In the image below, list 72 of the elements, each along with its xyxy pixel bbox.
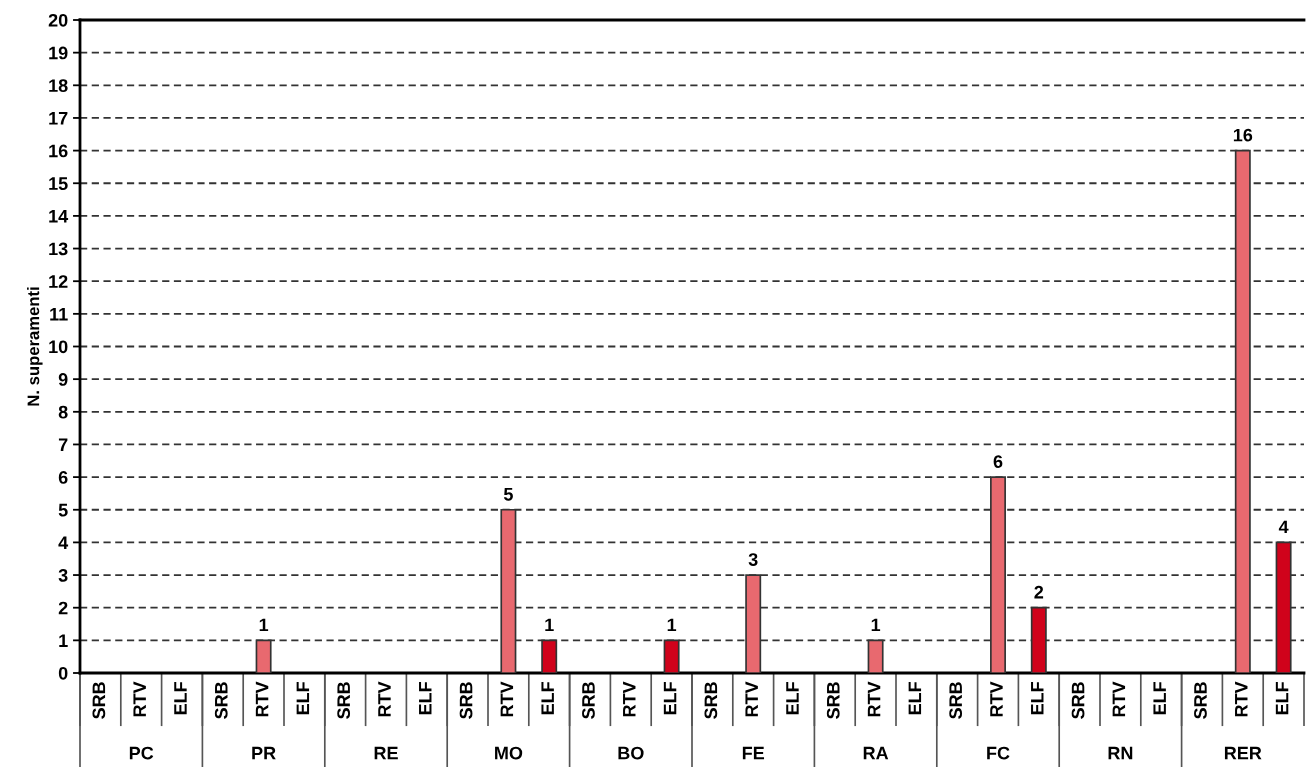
x-tick-label: ELF bbox=[174, 681, 187, 715]
text: MO bbox=[495, 746, 523, 760]
x-tick-label: RTV bbox=[745, 681, 758, 717]
text: PR bbox=[252, 746, 276, 760]
x-tick-label: ELF bbox=[908, 681, 922, 715]
y-tick-label: 14 bbox=[49, 210, 69, 223]
y-tick-label: 4 bbox=[58, 536, 69, 549]
y-tick-label: 19 bbox=[49, 46, 68, 60]
data-label: 1 bbox=[871, 618, 881, 632]
y-tick-label: 2 bbox=[58, 601, 68, 615]
x-tick-label: ELF bbox=[1275, 681, 1289, 715]
data-label: 5 bbox=[503, 488, 513, 501]
y-tick-label: 1 bbox=[59, 634, 68, 647]
data-label: 2 bbox=[1034, 585, 1044, 599]
data-label: 6 bbox=[993, 455, 1003, 468]
y-tick-label: 18 bbox=[49, 79, 68, 93]
x-tick-label: ELF bbox=[419, 681, 432, 715]
x-tick-label: SRB bbox=[704, 682, 718, 719]
text: BO bbox=[618, 746, 644, 760]
y-tick-label: 10 bbox=[49, 340, 68, 354]
text: RER bbox=[1224, 746, 1262, 760]
x-tick-label: ELF bbox=[1153, 681, 1166, 715]
x-tick-label: ELF bbox=[786, 681, 799, 715]
x-tick-label: SRB bbox=[214, 682, 228, 719]
y-tick-label: 7 bbox=[58, 438, 68, 451]
y-axis-title: N. superamenti bbox=[27, 287, 43, 406]
x-tick-label: SRB bbox=[949, 682, 963, 719]
x-tick-label: SRB bbox=[92, 682, 106, 719]
y-tick-label: 0 bbox=[58, 666, 68, 680]
x-tick-label: RTV bbox=[378, 681, 391, 717]
y-tick-label: 11 bbox=[50, 307, 68, 321]
y-tick-label: 12 bbox=[49, 275, 68, 288]
x-tick-label: RTV bbox=[133, 681, 146, 717]
x-tick-label: SRB bbox=[582, 682, 595, 719]
y-tick-label: 8 bbox=[58, 405, 68, 419]
x-tick-label: RTV bbox=[990, 681, 1003, 717]
x-tick-label: SRB bbox=[337, 682, 351, 719]
text: RA bbox=[863, 746, 889, 760]
text: FC bbox=[987, 746, 1010, 760]
x-tick-label: RTV bbox=[500, 681, 514, 717]
text: RN bbox=[1108, 746, 1133, 760]
x-tick-label: SRB bbox=[1071, 682, 1085, 719]
y-tick-label: 15 bbox=[49, 177, 68, 190]
x-tick-label: ELF bbox=[663, 681, 677, 715]
x-tick-label: ELF bbox=[541, 681, 554, 715]
x-tick-label: SRB bbox=[826, 682, 840, 719]
y-tick-label: 17 bbox=[49, 112, 68, 125]
data-label: 1 bbox=[667, 618, 677, 632]
text: FE bbox=[742, 746, 765, 760]
x-tick-label: RTV bbox=[1235, 681, 1248, 717]
x-tick-label: RTV bbox=[255, 681, 269, 717]
y-tick-label: 13 bbox=[49, 242, 68, 256]
data-label: 4 bbox=[1278, 520, 1289, 534]
x-tick-label: ELF bbox=[296, 681, 310, 715]
y-tick-label: 3 bbox=[58, 568, 68, 582]
x-tick-label: RTV bbox=[867, 681, 881, 717]
text: PC bbox=[129, 746, 154, 760]
x-tick-label: ELF bbox=[1031, 681, 1044, 715]
x-tick-label: RTV bbox=[1112, 681, 1126, 717]
data-label: 1 bbox=[259, 618, 269, 632]
y-tick-label: 16 bbox=[49, 144, 68, 158]
data-label: 16 bbox=[1233, 128, 1253, 142]
y-tick-label: 5 bbox=[58, 503, 68, 517]
y-tick-label: 6 bbox=[58, 471, 68, 484]
data-label: 3 bbox=[748, 553, 758, 566]
x-tick-label: RTV bbox=[623, 681, 636, 717]
data-label: 1 bbox=[545, 618, 554, 632]
text: RE bbox=[374, 746, 398, 760]
x-tick-label: SRB bbox=[459, 682, 473, 719]
y-tick-label: 20 bbox=[48, 13, 68, 27]
x-tick-label: SRB bbox=[1194, 682, 1207, 719]
y-tick-label: 9 bbox=[58, 373, 68, 386]
